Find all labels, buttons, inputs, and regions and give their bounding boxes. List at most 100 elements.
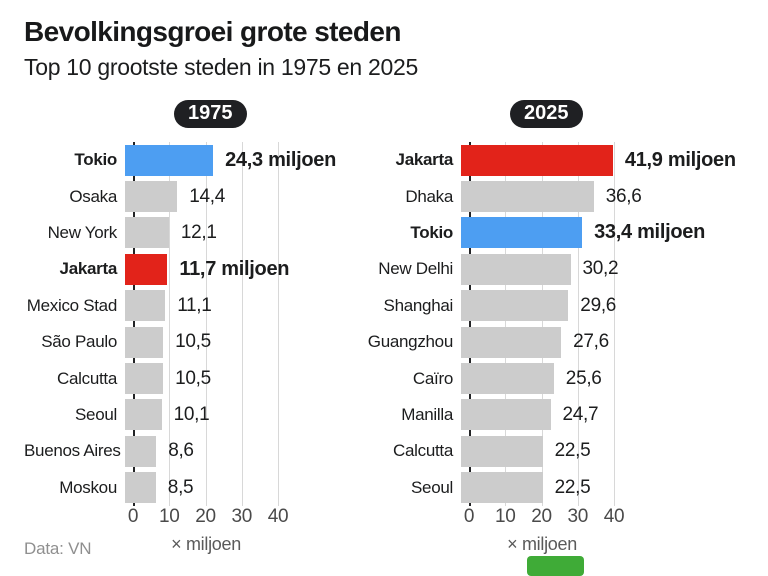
bar-row: Seoul 22,5	[360, 470, 696, 506]
bar	[125, 217, 169, 249]
axis-tick: 0	[463, 506, 475, 527]
gridline	[241, 142, 243, 506]
bar	[461, 435, 543, 467]
bar-row: Tokio 24,3 miljoen	[24, 142, 360, 178]
axis-tick: 40	[267, 506, 289, 527]
bar-zone: 36,6	[461, 181, 642, 213]
bar	[125, 253, 168, 285]
bar-zone: 8,6	[125, 435, 194, 467]
gridline	[278, 142, 279, 506]
bar-zone: 22,5	[461, 435, 591, 467]
bar	[461, 472, 543, 504]
city-label: Dhaka	[405, 186, 453, 206]
year-pill-1975: 1975	[174, 100, 247, 128]
value-label: 22,5	[554, 476, 591, 498]
bar-row: Jakarta 41,9 miljoen	[360, 142, 736, 178]
value-label: 27,6	[573, 331, 609, 353]
page-subtitle: Top 10 grootste steden in 1975 en 2025	[24, 54, 418, 80]
value-label: 30,2	[582, 258, 619, 280]
city-label: Moskou	[59, 477, 117, 497]
bar	[125, 181, 178, 213]
city-label: Shanghai	[383, 295, 454, 315]
bar-zone: 29,6	[461, 290, 616, 322]
bar	[125, 472, 156, 504]
bar-zone: 10,5	[125, 326, 211, 358]
axis-zero-line	[133, 142, 135, 506]
city-label: São Paulo	[41, 332, 117, 352]
bar-row: Caïro 25,6	[360, 360, 696, 396]
value-label: 8,6	[168, 440, 194, 462]
city-label: Manilla	[401, 404, 453, 424]
axis-tick: 30	[567, 506, 589, 527]
chart-1975: 1975 Tokio 24,3 miljoen Osaka 14,4 New York 1…	[24, 96, 360, 556]
bar-zone: 24,7	[461, 399, 599, 431]
bar	[461, 181, 594, 213]
bar-row: Osaka 14,4	[24, 178, 360, 214]
axis-tick: 10	[158, 506, 180, 527]
gridline	[169, 142, 171, 506]
axis-unit-label: × miljoen	[507, 534, 577, 554]
city-label: Buenos Aires	[24, 441, 121, 461]
bar	[461, 363, 554, 395]
chart-2025: 2025 Jakarta 41,9 miljoen Dhaka 36,6 Tokio 33…	[360, 96, 736, 556]
bar	[125, 435, 157, 467]
bar-row: New York 12,1	[24, 215, 360, 251]
axis-tick: 20	[531, 506, 552, 527]
bar-row: São Paulo 10,5	[24, 324, 360, 360]
bar-zone: 11,7 miljoen	[125, 253, 290, 285]
bar-zone: 10,1	[125, 399, 210, 431]
value-label: 33,4 miljoen	[594, 221, 705, 244]
bar-zone: 30,2	[461, 253, 619, 285]
x-axis: 0 10 20 30 40	[464, 506, 696, 528]
city-label: Caïro	[412, 368, 453, 388]
bar-zone: 8,5	[125, 472, 194, 504]
bar-row: Dhaka 36,6	[360, 178, 696, 214]
value-label: 10,5	[175, 331, 211, 353]
bar	[461, 217, 583, 249]
bar-zone: 22,5	[461, 472, 591, 504]
bar-row: Calcutta 22,5	[360, 433, 696, 469]
value-label: 10,5	[175, 367, 211, 389]
bar-zone: 12,1	[125, 217, 217, 249]
bar-zone: 27,6	[461, 326, 609, 358]
bar-zone: 41,9 miljoen	[461, 144, 736, 176]
bar-zone: 33,4 miljoen	[461, 217, 705, 249]
bar-zone: 14,4	[125, 181, 225, 213]
bar	[125, 290, 166, 322]
gridline	[205, 142, 207, 506]
bar	[461, 326, 562, 358]
axis-tick: 30	[231, 506, 253, 527]
value-label: 41,9 miljoen	[624, 148, 736, 171]
city-label: Jakarta	[59, 259, 118, 279]
brand-logo	[527, 556, 584, 576]
value-label: 11,7 miljoen	[179, 257, 290, 280]
axis-unit-label: × miljoen	[171, 534, 241, 554]
bar-rows: Tokio 24,3 miljoen Osaka 14,4 New York 12,1 Ja…	[24, 142, 360, 506]
bar	[461, 144, 613, 176]
year-pill-2025: 2025	[510, 100, 583, 128]
bar	[461, 399, 551, 431]
city-label: Tokio	[74, 150, 117, 170]
bar-row: Seoul 10,1	[24, 397, 360, 433]
city-label: New York	[47, 222, 118, 242]
bar-row: Guangzhou 27,6	[360, 324, 696, 360]
bar-row: Jakarta 11,7 miljoen	[24, 251, 360, 287]
value-label: 10,1	[173, 403, 210, 425]
plot-grid	[133, 142, 360, 506]
year-pill-wrap: 2025	[510, 100, 583, 128]
city-label: New Delhi	[378, 259, 453, 279]
bar-zone: 25,6	[461, 363, 602, 395]
bar	[461, 290, 569, 322]
gridline	[614, 142, 615, 506]
city-label: Jakarta	[395, 150, 454, 170]
value-label: 24,7	[562, 403, 599, 425]
bar-row: Buenos Aires 8,6	[24, 433, 360, 469]
year-pill-wrap: 1975	[174, 100, 247, 128]
bar-row: Shanghai 29,6	[360, 288, 696, 324]
value-label: 11,1	[177, 294, 212, 316]
gridline	[505, 142, 507, 506]
bar-zone: 24,3 miljoen	[125, 144, 336, 176]
axis-tick: 0	[127, 506, 139, 527]
bar-zone: 11,1	[125, 290, 212, 322]
